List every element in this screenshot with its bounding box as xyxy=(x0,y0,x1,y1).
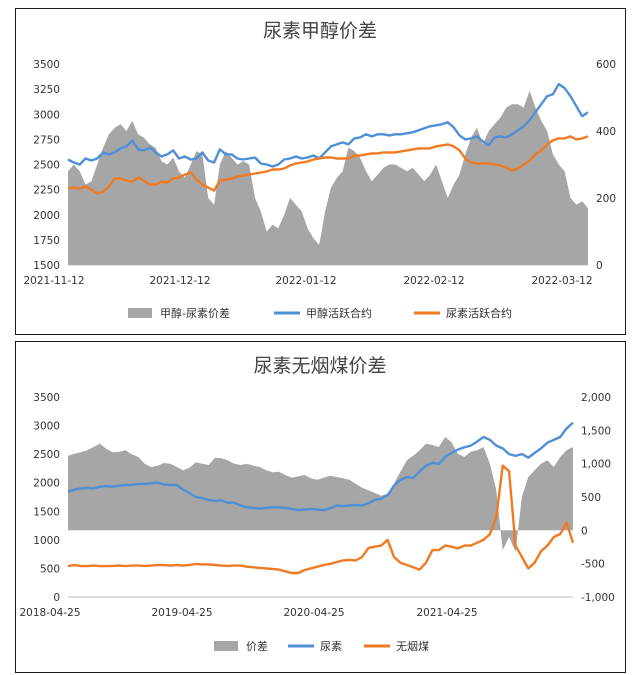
y-left-tick-label: 3250 xyxy=(33,84,60,96)
chart-svg-methanol: 尿素甲醇价差 150017502000225025002750300032503… xyxy=(23,20,616,320)
y-right-tick-label: 1,500 xyxy=(581,425,611,437)
y-right-tick-label: 1,000 xyxy=(581,459,611,471)
y-left-tick-label: 2000 xyxy=(33,210,60,222)
legend-label: 甲醇-尿素价差 xyxy=(160,306,230,320)
x-tick-label: 2021-12-12 xyxy=(149,275,210,287)
y-right-tick-label: -500 xyxy=(581,559,605,571)
y-left-tick-label: 2500 xyxy=(33,449,60,461)
legend: 价差 尿素 无烟煤 xyxy=(214,639,429,653)
x-tick-label: 2022-02-12 xyxy=(403,275,464,287)
series-line-blue xyxy=(67,82,589,168)
x-tick-label: 2020-04-25 xyxy=(283,607,344,619)
y-right-tick-label: -1,000 xyxy=(581,592,615,604)
legend-label: 价差 xyxy=(246,639,268,653)
legend-label: 尿素 xyxy=(320,640,342,653)
y-left-tick-label: 2250 xyxy=(33,185,60,197)
y-left-tick-label: 1500 xyxy=(33,260,60,272)
y-left-tick-label: 3000 xyxy=(33,421,60,433)
y-left-tick-label: 1750 xyxy=(33,235,60,247)
legend-swatch-spread xyxy=(214,641,238,651)
legend-swatch-spread xyxy=(128,308,152,318)
y-right-tick-label: 400 xyxy=(596,126,616,138)
y-left-tick-label: 1000 xyxy=(33,535,60,547)
legend-label: 无烟煤 xyxy=(396,639,429,653)
series-line-blue xyxy=(67,421,574,512)
y-right-tick-label: 600 xyxy=(596,59,616,71)
x-tick-label: 2018-04-25 xyxy=(19,607,80,619)
y-left-tick-label: 3000 xyxy=(33,109,60,121)
y-left-tick-label: 2000 xyxy=(33,478,60,490)
x-tick-label: 2022-03-12 xyxy=(531,275,592,287)
chart-panel-methanol: 尿素甲醇价差 1500 1750 2000 2250 2500 2750 3000 3250 3… xyxy=(15,8,626,335)
x-tick-label: 2022-01-12 xyxy=(275,275,336,287)
y-left-tick-label: 2750 xyxy=(33,134,60,146)
y-left-tick-label: 3500 xyxy=(33,59,60,71)
y-left-tick-label: 1500 xyxy=(33,506,60,518)
x-tick-label: 2021-04-25 xyxy=(416,607,477,619)
y-right-tick-label: 2,000 xyxy=(581,392,611,404)
legend: 甲醇-尿素价差 甲醇活跃合约 尿素活跃合约 xyxy=(128,306,512,320)
legend-label: 尿素活跃合约 xyxy=(446,306,512,320)
x-tick-label: 2021-11-12 xyxy=(23,275,84,287)
y-right-tick-label: 0 xyxy=(596,260,603,272)
series-line-orange xyxy=(67,464,575,575)
y-right-tick-label: 0 xyxy=(581,525,588,537)
x-tick-label: 2019-04-25 xyxy=(151,607,212,619)
y-right-tick-label: 500 xyxy=(581,492,601,504)
series-area-spread xyxy=(68,90,588,265)
chart-title: 尿素甲醇价差 xyxy=(263,20,377,42)
y-left-tick-label: 3500 xyxy=(33,392,60,404)
series-line-orange xyxy=(67,135,589,195)
y-right-tick-label: 200 xyxy=(596,193,616,205)
y-left-tick-label: 0 xyxy=(53,592,60,604)
series-area-spread xyxy=(68,437,573,552)
chart-title: 尿素无烟煤价差 xyxy=(253,355,386,377)
y-left-tick-label: 500 xyxy=(40,563,60,575)
chart-svg-anthracite: 尿素无烟煤价差 0500100015002000250030003500-1,0… xyxy=(19,355,615,653)
chart-panel-anthracite: 尿素无烟煤价差 0 500 1000 1500 2000 2500 3000 3500 -1,0… xyxy=(15,341,626,673)
legend-label: 甲醇活跃合约 xyxy=(306,306,372,320)
y-left-tick-label: 2500 xyxy=(33,160,60,172)
